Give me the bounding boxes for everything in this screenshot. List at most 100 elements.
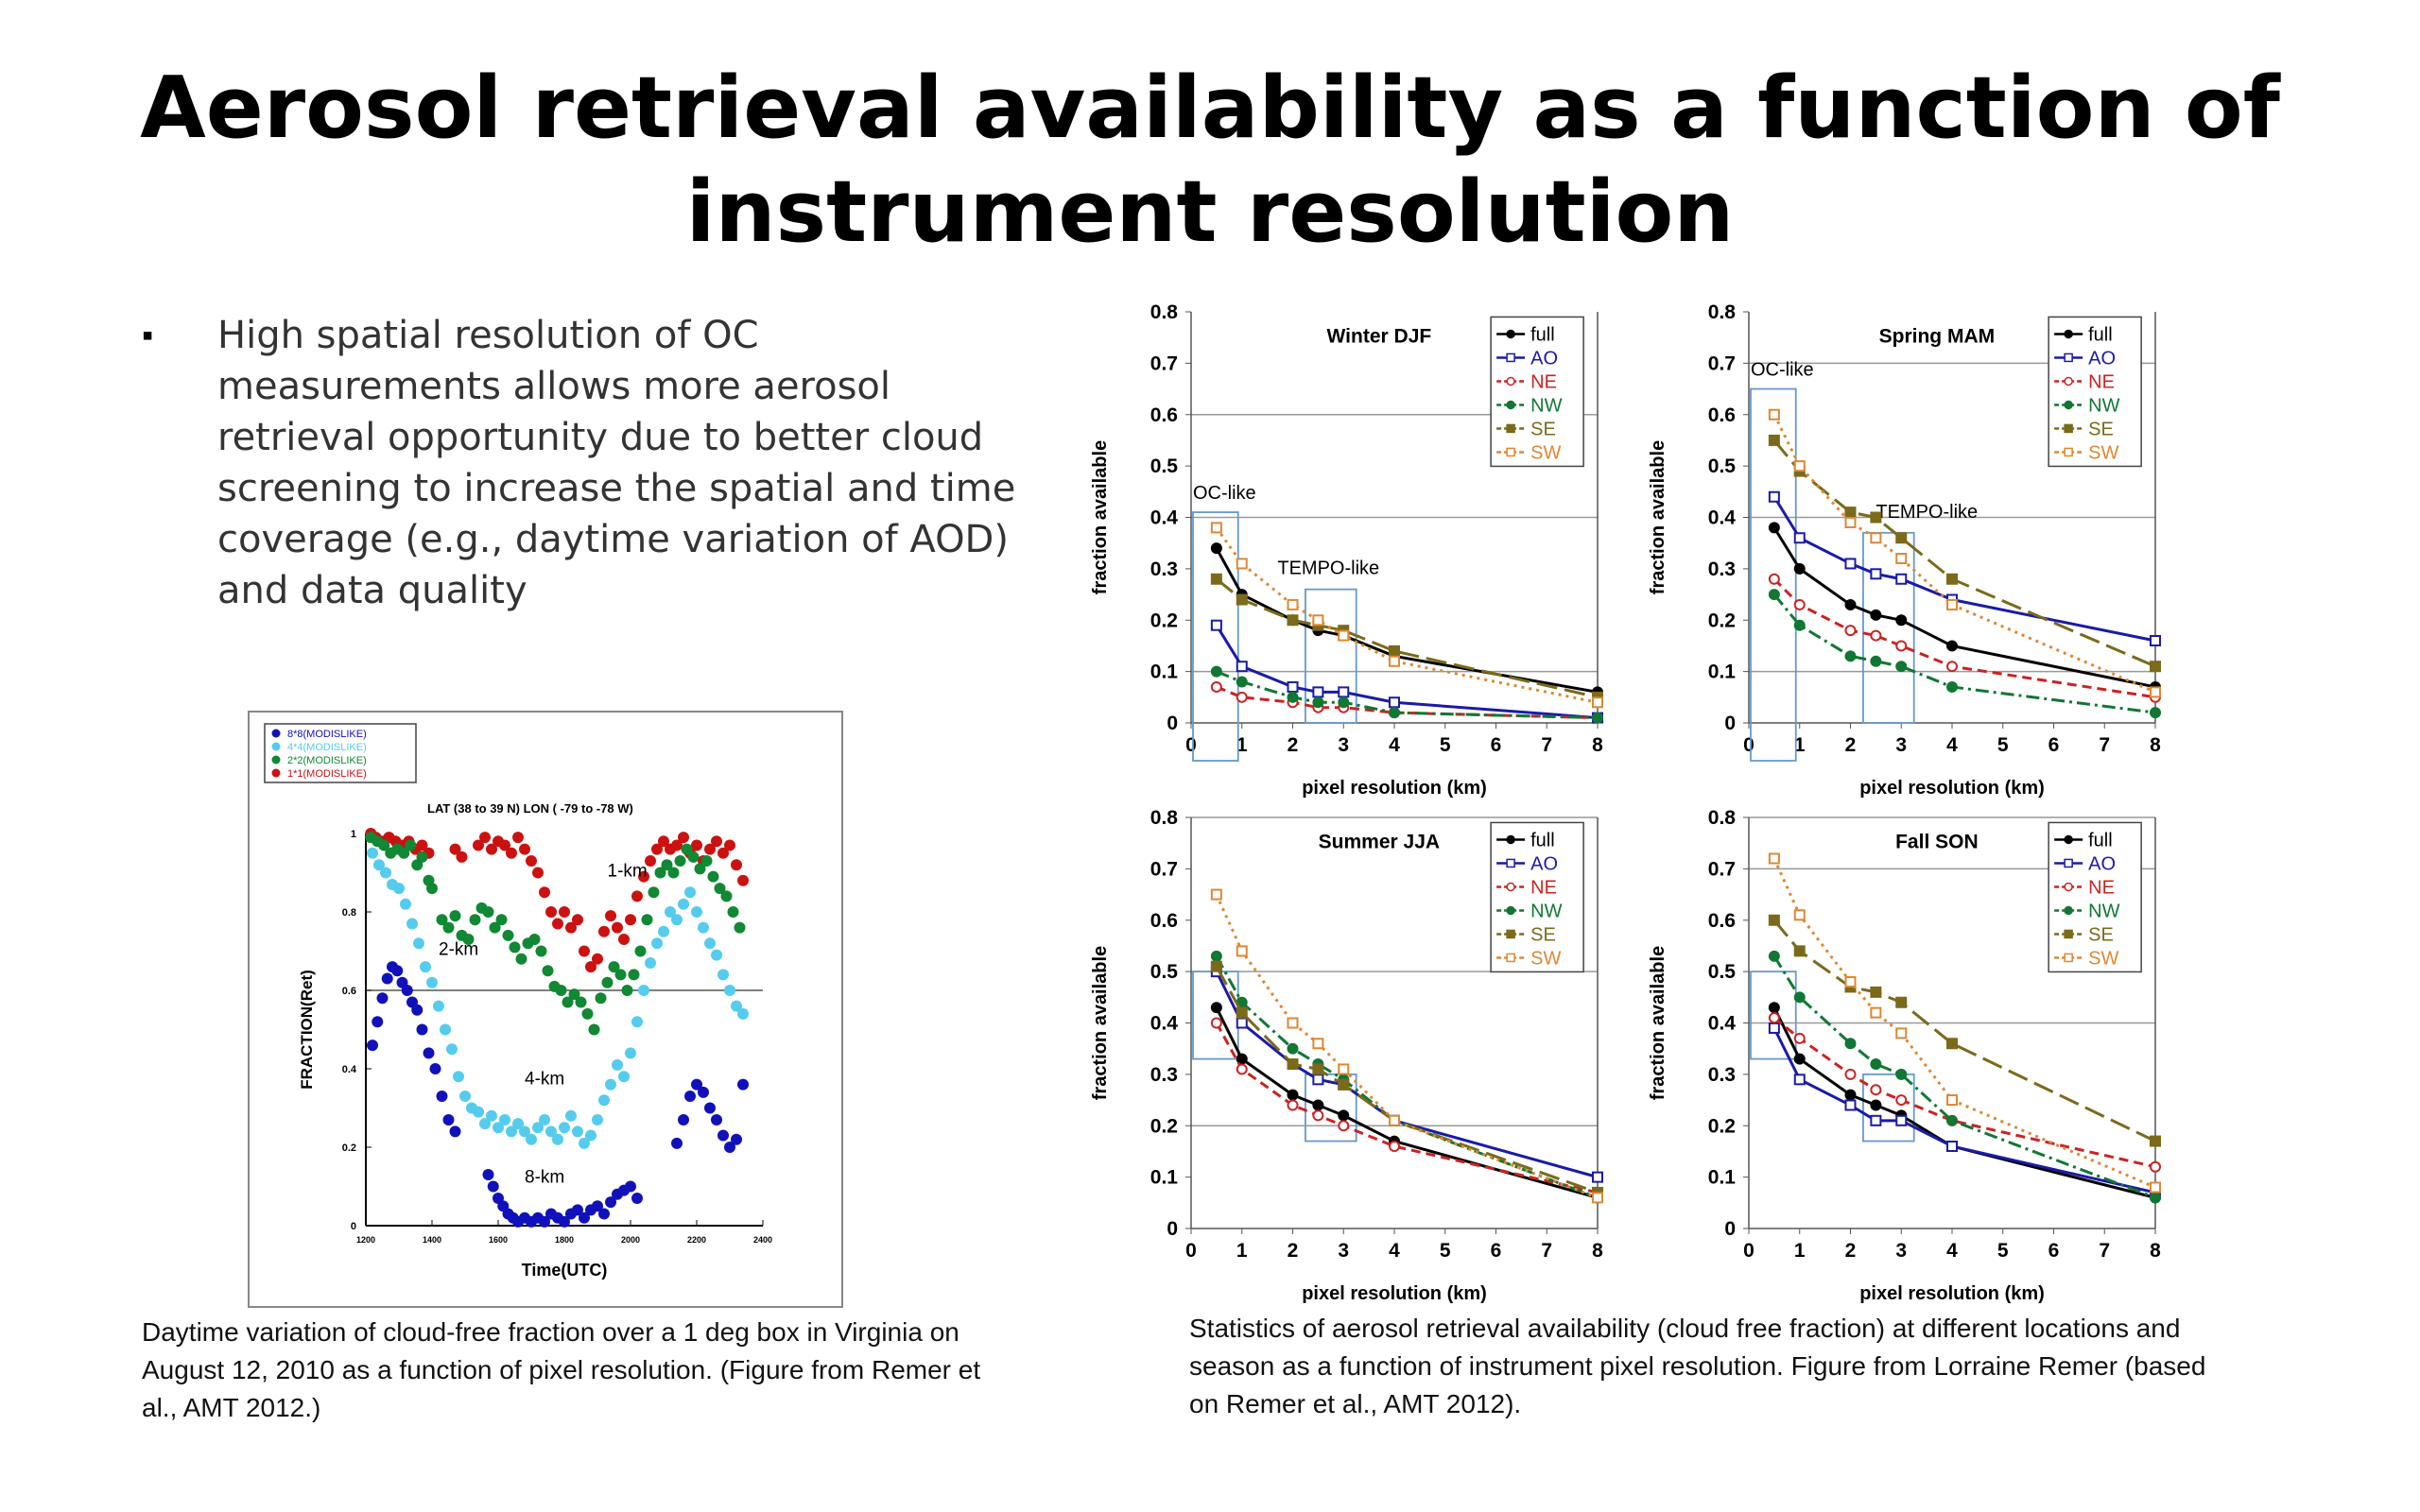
- x-tick-label: 2400: [753, 1235, 772, 1245]
- data-point-res4: [704, 937, 716, 950]
- data-point-res8: [598, 1208, 610, 1220]
- data-point-NW: [1389, 707, 1400, 719]
- data-point-SW: [1312, 614, 1324, 627]
- data-point-res8: [367, 1040, 378, 1052]
- legend-marker-NE: [2064, 882, 2073, 892]
- legend-box: [2048, 821, 2142, 973]
- data-point-SW: [1768, 852, 1780, 865]
- data-point-res2: [734, 921, 746, 934]
- data-point-AO: [1895, 1114, 1908, 1126]
- data-point-full: [1946, 640, 1958, 652]
- data-point-res4: [731, 1000, 742, 1012]
- data-point-res1: [592, 953, 603, 965]
- y-tick-label: 0.7: [1150, 858, 1178, 880]
- oc-like-label: OC-like: [1751, 360, 1814, 381]
- data-point-res4: [440, 1023, 451, 1036]
- data-point-SW: [1793, 909, 1806, 921]
- data-point-SW: [1895, 553, 1908, 564]
- data-point-NE: [1844, 1068, 1857, 1080]
- y-tick-label: 0.2: [1708, 610, 1736, 631]
- series-line-full: [1772, 1006, 2156, 1199]
- data-point-res2: [405, 839, 417, 851]
- bullet-text: High spatial resolution of OC measuremen…: [217, 314, 1016, 612]
- data-point-SW: [2150, 1181, 2161, 1194]
- data-point-full: [1210, 1002, 1222, 1014]
- data-point-SW: [1389, 655, 1400, 667]
- data-point-res4: [737, 1007, 749, 1020]
- legend-label-SE: SE: [1530, 419, 1556, 439]
- data-point-SW: [1210, 522, 1222, 534]
- data-point-res1: [512, 832, 524, 844]
- data-point-res2: [469, 914, 481, 926]
- data-point-res2: [720, 890, 733, 902]
- data-point-NE: [1793, 598, 1806, 610]
- data-point-NW: [1870, 1058, 1882, 1070]
- data-point-SE: [2150, 661, 2161, 673]
- data-point-NW: [2150, 1192, 2161, 1204]
- data-point-res1: [572, 914, 583, 926]
- data-point-res8: [442, 1113, 455, 1125]
- data-point-res8: [625, 1180, 636, 1193]
- y-tick-label: 0.1: [1150, 662, 1179, 683]
- data-point-res2: [449, 910, 461, 922]
- x-tick-label: 6: [2048, 1240, 2060, 1262]
- x-tick-label: 1: [1236, 1240, 1248, 1262]
- x-tick-label: 5: [1440, 1240, 1451, 1262]
- data-point-NW: [1793, 619, 1806, 631]
- data-point-res1: [631, 890, 643, 902]
- data-point-res4: [612, 1058, 623, 1071]
- data-point-NE: [1844, 625, 1857, 637]
- data-point-NW: [1210, 665, 1222, 678]
- data-point-AO: [1287, 680, 1299, 693]
- data-point-SW: [1236, 945, 1248, 957]
- x-tick-label: 2: [1845, 734, 1857, 756]
- data-point-AO: [1236, 1017, 1248, 1029]
- x-tick-label: 5: [1997, 734, 2009, 756]
- resolution-annotation: 8-km: [525, 1167, 564, 1187]
- x-tick-label: 7: [1541, 734, 1552, 756]
- x-tick-label: 3: [1338, 1240, 1349, 1262]
- tempo-like-box: [1305, 1073, 1357, 1143]
- panel-spring-mam: 0 0.1 0.2 0.3 0.4 0.5 0.6 0.7 0.8 0 1 2 3 4 5 6 7 8 pixel …: [1648, 301, 2161, 799]
- data-point-full: [1793, 562, 1806, 575]
- data-point-res4: [658, 925, 669, 937]
- resolution-annotation: 1-km: [608, 862, 648, 882]
- data-point-NE: [1768, 1012, 1780, 1024]
- y-tick-label: 0.5: [1150, 455, 1179, 477]
- figure-border: [248, 711, 843, 1308]
- legend-label-full: full: [1530, 830, 1555, 850]
- data-point-res4: [631, 1016, 643, 1028]
- data-point-SW: [1287, 1017, 1299, 1029]
- data-point-res1: [565, 921, 577, 934]
- data-point-res8: [592, 1200, 603, 1212]
- panel-title: Winter DJF: [1327, 326, 1432, 348]
- x-tick-label: 0: [1185, 734, 1197, 756]
- y-axis-label: fraction available: [1648, 946, 1668, 1100]
- data-point-SW: [1338, 1063, 1350, 1075]
- data-point-AO: [1844, 558, 1857, 570]
- data-point-AO: [1844, 1099, 1857, 1111]
- data-point-res4: [565, 1109, 577, 1122]
- data-point-SW: [1870, 532, 1882, 544]
- y-tick-label: 0.2: [1150, 610, 1178, 631]
- data-point-res8: [731, 1133, 742, 1145]
- data-point-res2: [628, 969, 640, 981]
- data-point-res2: [674, 855, 686, 868]
- data-point-res4: [552, 1133, 563, 1145]
- y-tick-label: 0.8: [1708, 301, 1737, 323]
- legend-label-NE: NE: [1530, 371, 1557, 392]
- data-point-res8: [698, 1086, 709, 1098]
- legend-box: [1490, 821, 1584, 973]
- y-tick-label: 0.4: [1708, 1013, 1737, 1035]
- series-line-full: [1215, 547, 1599, 694]
- legend-label-SW: SW: [2088, 948, 2118, 969]
- data-point-res4: [579, 1137, 590, 1149]
- data-point-res4: [572, 1125, 583, 1138]
- data-point-res2: [502, 929, 514, 941]
- data-point-res4: [426, 976, 438, 988]
- series-line-SE: [1215, 965, 1599, 1194]
- data-point-res2: [495, 914, 508, 926]
- data-point-res8: [416, 1023, 428, 1036]
- data-point-res2: [416, 850, 428, 863]
- x-tick-label: 0: [1743, 1240, 1754, 1262]
